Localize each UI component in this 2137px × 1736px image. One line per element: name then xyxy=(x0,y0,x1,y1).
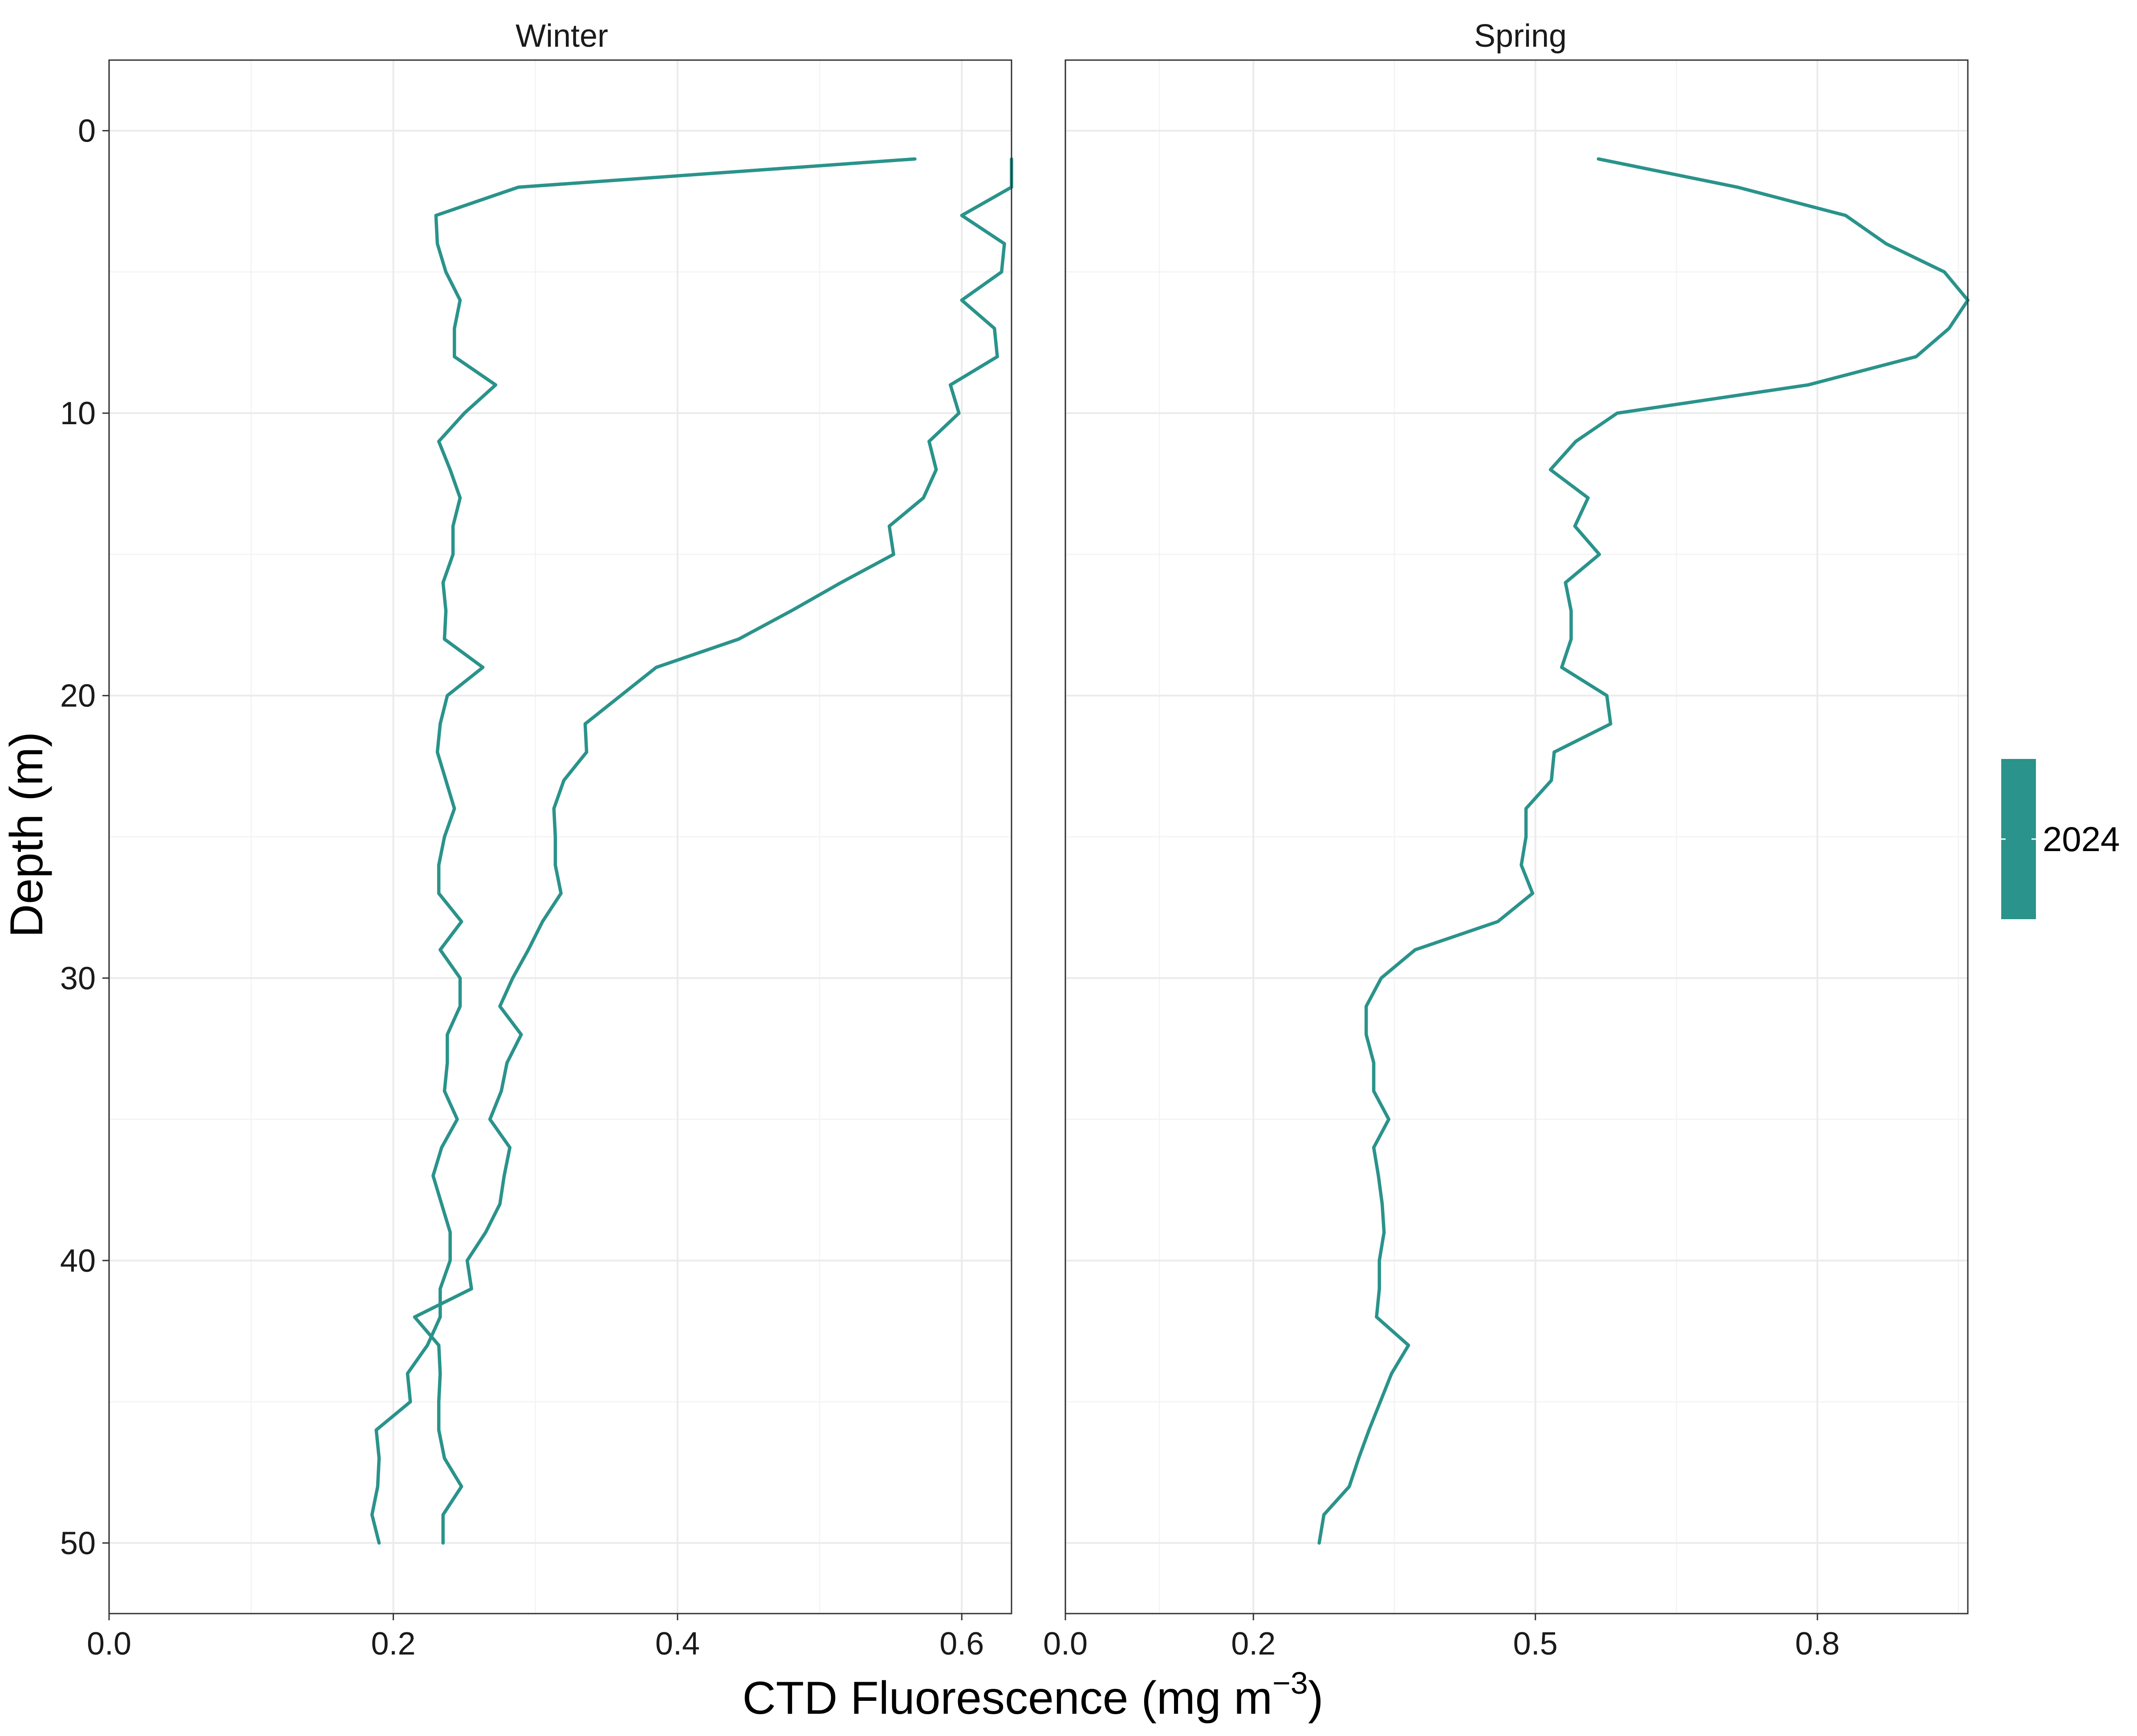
x-tick-label-winter: 0.2 xyxy=(371,1626,415,1662)
x-axis-title: CTD Fluorescence (mg m−3) xyxy=(743,1666,1324,1724)
grid-layer xyxy=(108,60,1968,1614)
series-line-winter-2 xyxy=(413,157,1013,1545)
y-tick-label: 40 xyxy=(60,1243,96,1279)
panel-border-winter xyxy=(108,59,1012,1614)
x-axis-title-end: ) xyxy=(1308,1672,1324,1724)
legend-label: 2024 xyxy=(2043,819,2120,859)
legend: 2024 xyxy=(2001,759,2120,919)
series-line-spring-1 xyxy=(1317,157,1970,1545)
series-layer xyxy=(370,157,1970,1545)
x-tick-label-winter: 0.0 xyxy=(87,1626,131,1662)
x-axis-title-superscript: −3 xyxy=(1272,1666,1308,1700)
x-tick-label-winter: 0.6 xyxy=(939,1626,984,1662)
series-line-winter-1 xyxy=(370,157,917,1545)
x-tick-label-spring: 0.2 xyxy=(1231,1626,1276,1662)
y-tick-label: 10 xyxy=(60,396,96,431)
frame-layer xyxy=(102,59,1969,1620)
x-axis-title-main: CTD Fluorescence (mg m xyxy=(743,1672,1272,1724)
y-tick-label: 20 xyxy=(60,678,96,714)
y-tick-label: 0 xyxy=(78,114,96,149)
legend-swatch xyxy=(2001,759,2036,919)
panel-title-winter: Winter xyxy=(516,18,608,54)
y-axis-title: Depth (m) xyxy=(1,732,53,937)
y-tick-label: 50 xyxy=(60,1525,96,1561)
x-tick-label-spring: 0.0 xyxy=(1043,1626,1088,1662)
panel-title-spring: Spring xyxy=(1474,18,1567,54)
panel-border-spring xyxy=(1064,59,1969,1614)
y-tick-label: 30 xyxy=(60,961,96,996)
x-tick-label-winter: 0.4 xyxy=(655,1626,700,1662)
x-tick-label-spring: 0.8 xyxy=(1795,1626,1840,1662)
x-tick-label-spring: 0.5 xyxy=(1513,1626,1558,1662)
